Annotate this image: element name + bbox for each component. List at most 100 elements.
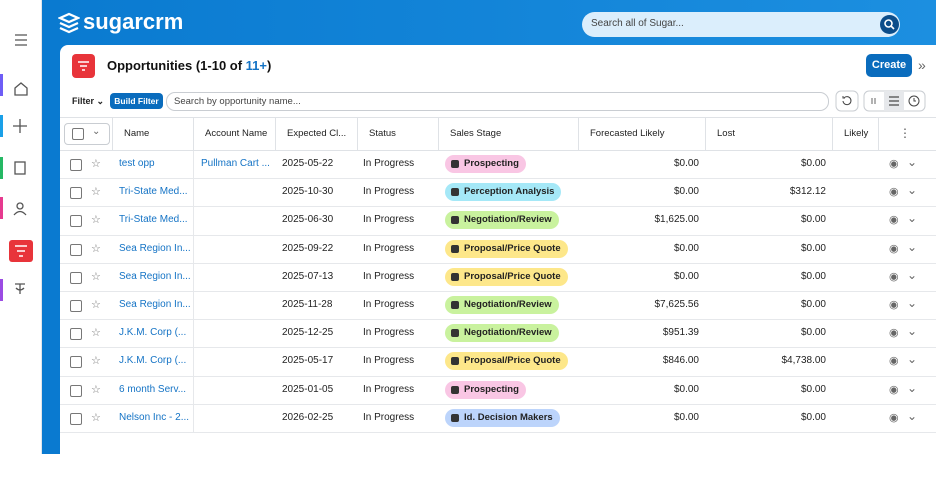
column-header[interactable]: Name — [124, 128, 150, 139]
row-actions[interactable]: ⌄ — [907, 408, 918, 423]
opportunity-name[interactable]: Nelson Inc - 2... — [119, 411, 190, 423]
row-actions[interactable]: ⌄ — [907, 296, 918, 310]
sidebar — [0, 0, 42, 454]
preview-button[interactable]: ◉ — [889, 242, 899, 255]
sales-stage: Proposal/Price Quote — [445, 352, 568, 371]
column-header[interactable]: Expected Cl... — [287, 128, 347, 139]
preview-button[interactable]: ◉ — [889, 327, 899, 340]
opportunity-name[interactable]: Sea Region In... — [119, 299, 191, 310]
forecasted-likely: $0.00 — [673, 186, 699, 198]
sales-stage: Perception Analysis — [445, 183, 562, 202]
favorite-star[interactable]: ☆ — [91, 214, 101, 227]
row-border — [60, 291, 936, 292]
preview-button[interactable]: ◉ — [889, 158, 899, 170]
column-header[interactable]: Status — [369, 128, 396, 139]
preview-button[interactable]: ◉ — [889, 411, 899, 424]
column-header[interactable]: Account Name — [205, 128, 268, 139]
column-header[interactable]: Sales Stage — [450, 128, 502, 139]
opportunity-name[interactable]: 6 month Serv... — [119, 383, 187, 395]
collapse-toggle[interactable]: » — [918, 57, 926, 73]
row-checkbox[interactable] — [70, 159, 82, 171]
column-divider — [438, 118, 439, 150]
opportunity-name[interactable]: Sea Region In... — [119, 242, 191, 254]
preview-button[interactable]: ◉ — [889, 383, 899, 396]
favorite-star[interactable]: ☆ — [91, 270, 101, 283]
row-checkbox[interactable] — [70, 328, 82, 341]
row-border — [60, 319, 936, 321]
opportunity-name[interactable]: J.K.M. Corp (... — [119, 327, 187, 339]
row-actions[interactable]: ⌄ — [907, 239, 918, 254]
select-all-menu[interactable]: ⌄ — [92, 126, 101, 137]
search-button[interactable] — [880, 15, 899, 34]
expected-close: 2025-10-30 — [282, 186, 334, 198]
record-count[interactable]: 11+ — [245, 58, 268, 73]
preview-button[interactable]: ◉ — [889, 186, 899, 199]
preview-button[interactable]: ◉ — [889, 355, 899, 368]
row-actions[interactable]: ⌄ — [907, 183, 918, 198]
select-all-checkbox[interactable] — [72, 128, 84, 140]
row-actions[interactable]: ⌄ — [907, 324, 918, 339]
preview-button[interactable]: ◉ — [889, 214, 899, 227]
filter-search[interactable] — [166, 92, 829, 111]
filter-search-placeholder: Search by opportunity name... — [174, 96, 301, 107]
sidebar-icons — [0, 34, 33, 301]
row-checkbox[interactable] — [70, 187, 82, 200]
preview-button[interactable]: ◉ — [889, 299, 899, 311]
row-actions[interactable]: ⌄ — [907, 211, 918, 226]
row-checkbox[interactable] — [70, 412, 82, 425]
view-controls[interactable] — [835, 90, 927, 112]
favorite-star[interactable]: ☆ — [91, 242, 101, 255]
filter-dropdown[interactable]: Filter ⌄ — [72, 96, 105, 106]
preview-button[interactable]: ◉ — [889, 270, 899, 283]
row-actions[interactable]: ⌄ — [907, 352, 918, 367]
opportunity-name[interactable]: test opp — [119, 158, 155, 169]
lost: $0.00 — [800, 214, 826, 226]
account-name[interactable]: Pullman Cart ... — [201, 158, 270, 169]
global-search[interactable] — [582, 12, 900, 37]
title-text: Opportunities (1-10 of — [107, 58, 246, 73]
sales-stage: Prospecting — [445, 380, 526, 399]
row-actions[interactable]: ⌄ — [907, 155, 918, 169]
stage-icon — [451, 188, 459, 197]
column-divider — [705, 118, 706, 150]
logo[interactable]: sugarcrm — [83, 9, 184, 34]
column-header[interactable]: Lost — [717, 128, 735, 139]
lost: $0.00 — [800, 411, 826, 423]
row-border — [60, 347, 936, 349]
favorite-star[interactable]: ☆ — [91, 355, 101, 368]
status: In Progress — [363, 242, 415, 254]
column-menu[interactable]: ⋮ — [899, 126, 911, 140]
favorite-star[interactable]: ☆ — [91, 158, 101, 170]
create-button[interactable]: Create — [866, 54, 912, 77]
opportunity-name[interactable]: Sea Region In... — [119, 270, 191, 282]
status: In Progress — [363, 158, 415, 169]
favorite-star[interactable]: ☆ — [91, 186, 101, 199]
column-header[interactable]: Forecasted Likely — [590, 128, 665, 139]
row-actions[interactable]: ⌄ — [907, 380, 918, 395]
row-checkbox[interactable] — [70, 384, 82, 397]
name-divider — [193, 151, 194, 433]
row-actions[interactable]: ⌄ — [907, 267, 918, 282]
build-filter-button[interactable]: Build Filter — [110, 93, 163, 109]
row-checkbox[interactable] — [70, 215, 82, 228]
sales-stage: Negotiation/Review — [445, 211, 559, 230]
filter-label: Filter — [72, 96, 95, 106]
lost: $0.00 — [800, 327, 826, 339]
expected-close: 2025-07-13 — [282, 270, 334, 282]
favorite-star[interactable]: ☆ — [91, 327, 101, 340]
row-checkbox[interactable] — [70, 300, 82, 312]
select-all[interactable]: ⌄ — [64, 123, 110, 145]
row-border — [60, 432, 936, 433]
status: In Progress — [363, 299, 415, 310]
favorite-star[interactable]: ☆ — [91, 411, 101, 424]
favorite-star[interactable]: ☆ — [91, 299, 101, 311]
opportunity-name[interactable]: Tri-State Med... — [119, 186, 188, 198]
app: sugarcrm Search all of Sugar... Opportun… — [0, 0, 936, 454]
opportunity-name[interactable]: Tri-State Med... — [119, 214, 188, 226]
row-checkbox[interactable] — [70, 243, 82, 256]
column-header[interactable]: Likely — [844, 128, 869, 139]
favorite-star[interactable]: ☆ — [91, 383, 101, 396]
row-checkbox[interactable] — [70, 271, 82, 284]
row-checkbox[interactable] — [70, 356, 82, 369]
opportunity-name[interactable]: J.K.M. Corp (... — [119, 355, 187, 367]
